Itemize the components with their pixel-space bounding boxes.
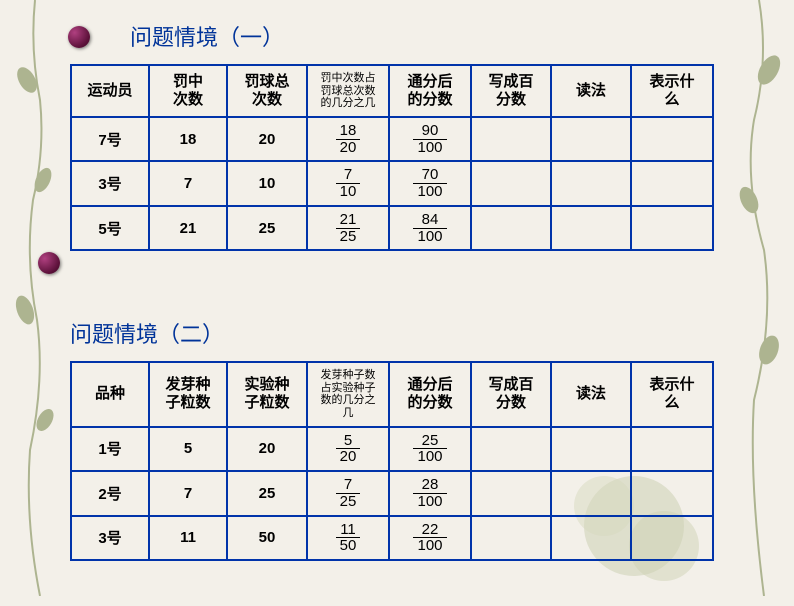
cell-empty: [551, 516, 631, 561]
cell-val: 5: [149, 427, 227, 472]
cell-empty: [551, 117, 631, 162]
col-common: 通分后的分数: [389, 65, 471, 117]
cell-empty: [631, 427, 713, 472]
table-2: 品种 发芽种子粒数 实验种子粒数 发芽种子数占实验种子数的几分之几 通分后的分数…: [70, 361, 714, 561]
section-1-heading: 问题情境（一）: [100, 20, 714, 52]
cell-empty: [471, 117, 551, 162]
cell-label: 2号: [71, 471, 149, 516]
col-percent: 写成百分数: [471, 362, 551, 427]
col-reading: 读法: [551, 362, 631, 427]
table-1: 运动员 罚中次数 罚球总次数 罚中次数占罚球总次数的几分之几 通分后的分数 写成…: [70, 64, 714, 251]
col-common: 通分后的分数: [389, 362, 471, 427]
table-2-header-row: 品种 发芽种子粒数 实验种子粒数 发芽种子数占实验种子数的几分之几 通分后的分数…: [71, 362, 713, 427]
table-row: 2号 7 25 725 28100: [71, 471, 713, 516]
cell-label: 5号: [71, 206, 149, 251]
table-row: 5号 21 25 2125 84100: [71, 206, 713, 251]
cell-empty: [471, 206, 551, 251]
cell-val: 7: [149, 161, 227, 206]
col-experiment: 实验种子粒数: [227, 362, 307, 427]
cell-frac: 70100: [389, 161, 471, 206]
col-total: 罚球总次数: [227, 65, 307, 117]
vine-left-decor: [15, 0, 55, 596]
col-variety: 品种: [71, 362, 149, 427]
section-2-heading: 问题情境（二）: [70, 317, 714, 349]
table-1-header-row: 运动员 罚中次数 罚球总次数 罚中次数占罚球总次数的几分之几 通分后的分数 写成…: [71, 65, 713, 117]
col-hits: 罚中次数: [149, 65, 227, 117]
cell-empty: [631, 471, 713, 516]
cell-frac: 1820: [307, 117, 389, 162]
cell-val: 10: [227, 161, 307, 206]
cell-frac: 22100: [389, 516, 471, 561]
bullet-decor-2: [38, 252, 60, 274]
cell-val: 21: [149, 206, 227, 251]
cell-label: 7号: [71, 117, 149, 162]
col-fraction: 发芽种子数占实验种子数的几分之几: [307, 362, 389, 427]
table-row: 3号 7 10 710 70100: [71, 161, 713, 206]
bullet-icon: [68, 26, 90, 48]
section-1: 问题情境（一） 运动员 罚中次数 罚球总次数 罚中次数占罚球总次数的几分之几 通…: [70, 20, 714, 251]
cell-empty: [631, 117, 713, 162]
cell-empty: [551, 471, 631, 516]
heading-2-text: 问题情境（二）: [70, 322, 224, 347]
cell-frac: 25100: [389, 427, 471, 472]
cell-empty: [551, 161, 631, 206]
col-percent: 写成百分数: [471, 65, 551, 117]
cell-frac: 1150: [307, 516, 389, 561]
cell-empty: [471, 471, 551, 516]
heading-1-text: 问题情境（一）: [130, 25, 284, 50]
cell-empty: [551, 427, 631, 472]
cell-empty: [471, 427, 551, 472]
cell-frac: 710: [307, 161, 389, 206]
cell-val: 18: [149, 117, 227, 162]
col-fraction: 罚中次数占罚球总次数的几分之几: [307, 65, 389, 117]
cell-frac: 84100: [389, 206, 471, 251]
cell-frac: 2125: [307, 206, 389, 251]
col-meaning: 表示什么: [631, 65, 713, 117]
table-row: 3号 11 50 1150 22100: [71, 516, 713, 561]
cell-empty: [551, 206, 631, 251]
col-athlete: 运动员: [71, 65, 149, 117]
cell-frac: 520: [307, 427, 389, 472]
cell-frac: 28100: [389, 471, 471, 516]
table-row: 7号 18 20 1820 90100: [71, 117, 713, 162]
cell-label: 3号: [71, 516, 149, 561]
cell-label: 3号: [71, 161, 149, 206]
cell-frac: 90100: [389, 117, 471, 162]
table-row: 1号 5 20 520 25100: [71, 427, 713, 472]
cell-val: 20: [227, 117, 307, 162]
cell-empty: [631, 516, 713, 561]
cell-label: 1号: [71, 427, 149, 472]
cell-val: 7: [149, 471, 227, 516]
cell-empty: [631, 206, 713, 251]
vine-right-decor: [734, 0, 784, 596]
col-germinated: 发芽种子粒数: [149, 362, 227, 427]
cell-val: 50: [227, 516, 307, 561]
cell-empty: [471, 161, 551, 206]
cell-empty: [631, 161, 713, 206]
cell-frac: 725: [307, 471, 389, 516]
cell-empty: [471, 516, 551, 561]
cell-val: 20: [227, 427, 307, 472]
cell-val: 25: [227, 206, 307, 251]
section-2: 问题情境（二） 品种 发芽种子粒数 实验种子粒数 发芽种子数占实验种子数的几分之…: [70, 317, 714, 561]
cell-val: 25: [227, 471, 307, 516]
cell-val: 11: [149, 516, 227, 561]
col-reading: 读法: [551, 65, 631, 117]
col-meaning: 表示什么: [631, 362, 713, 427]
